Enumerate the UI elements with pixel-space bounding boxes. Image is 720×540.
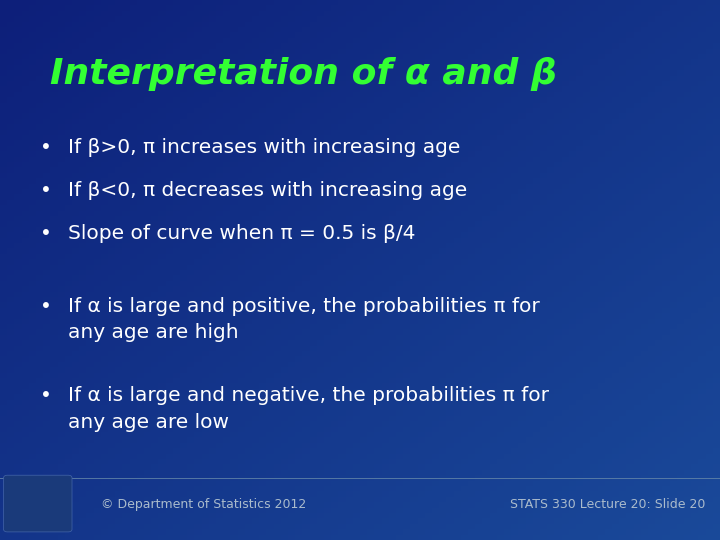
Text: If β>0, π increases with increasing age: If β>0, π increases with increasing age xyxy=(68,138,461,157)
Text: Slope of curve when π = 0.5 is β/4: Slope of curve when π = 0.5 is β/4 xyxy=(68,224,416,243)
Text: Interpretation of α and β: Interpretation of α and β xyxy=(50,57,557,91)
Text: •: • xyxy=(40,224,51,243)
Text: © Department of Statistics 2012: © Department of Statistics 2012 xyxy=(101,498,306,511)
Text: If α is large and negative, the probabilities π for
any age are low: If α is large and negative, the probabil… xyxy=(68,386,549,431)
Text: STATS 330 Lecture 20: Slide 20: STATS 330 Lecture 20: Slide 20 xyxy=(510,498,706,511)
Text: •: • xyxy=(40,297,51,316)
Text: •: • xyxy=(40,386,51,405)
Text: If α is large and positive, the probabilities π for
any age are high: If α is large and positive, the probabil… xyxy=(68,297,540,342)
Text: •: • xyxy=(40,138,51,157)
Text: If β<0, π decreases with increasing age: If β<0, π decreases with increasing age xyxy=(68,181,468,200)
FancyBboxPatch shape xyxy=(4,475,72,532)
Text: •: • xyxy=(40,181,51,200)
